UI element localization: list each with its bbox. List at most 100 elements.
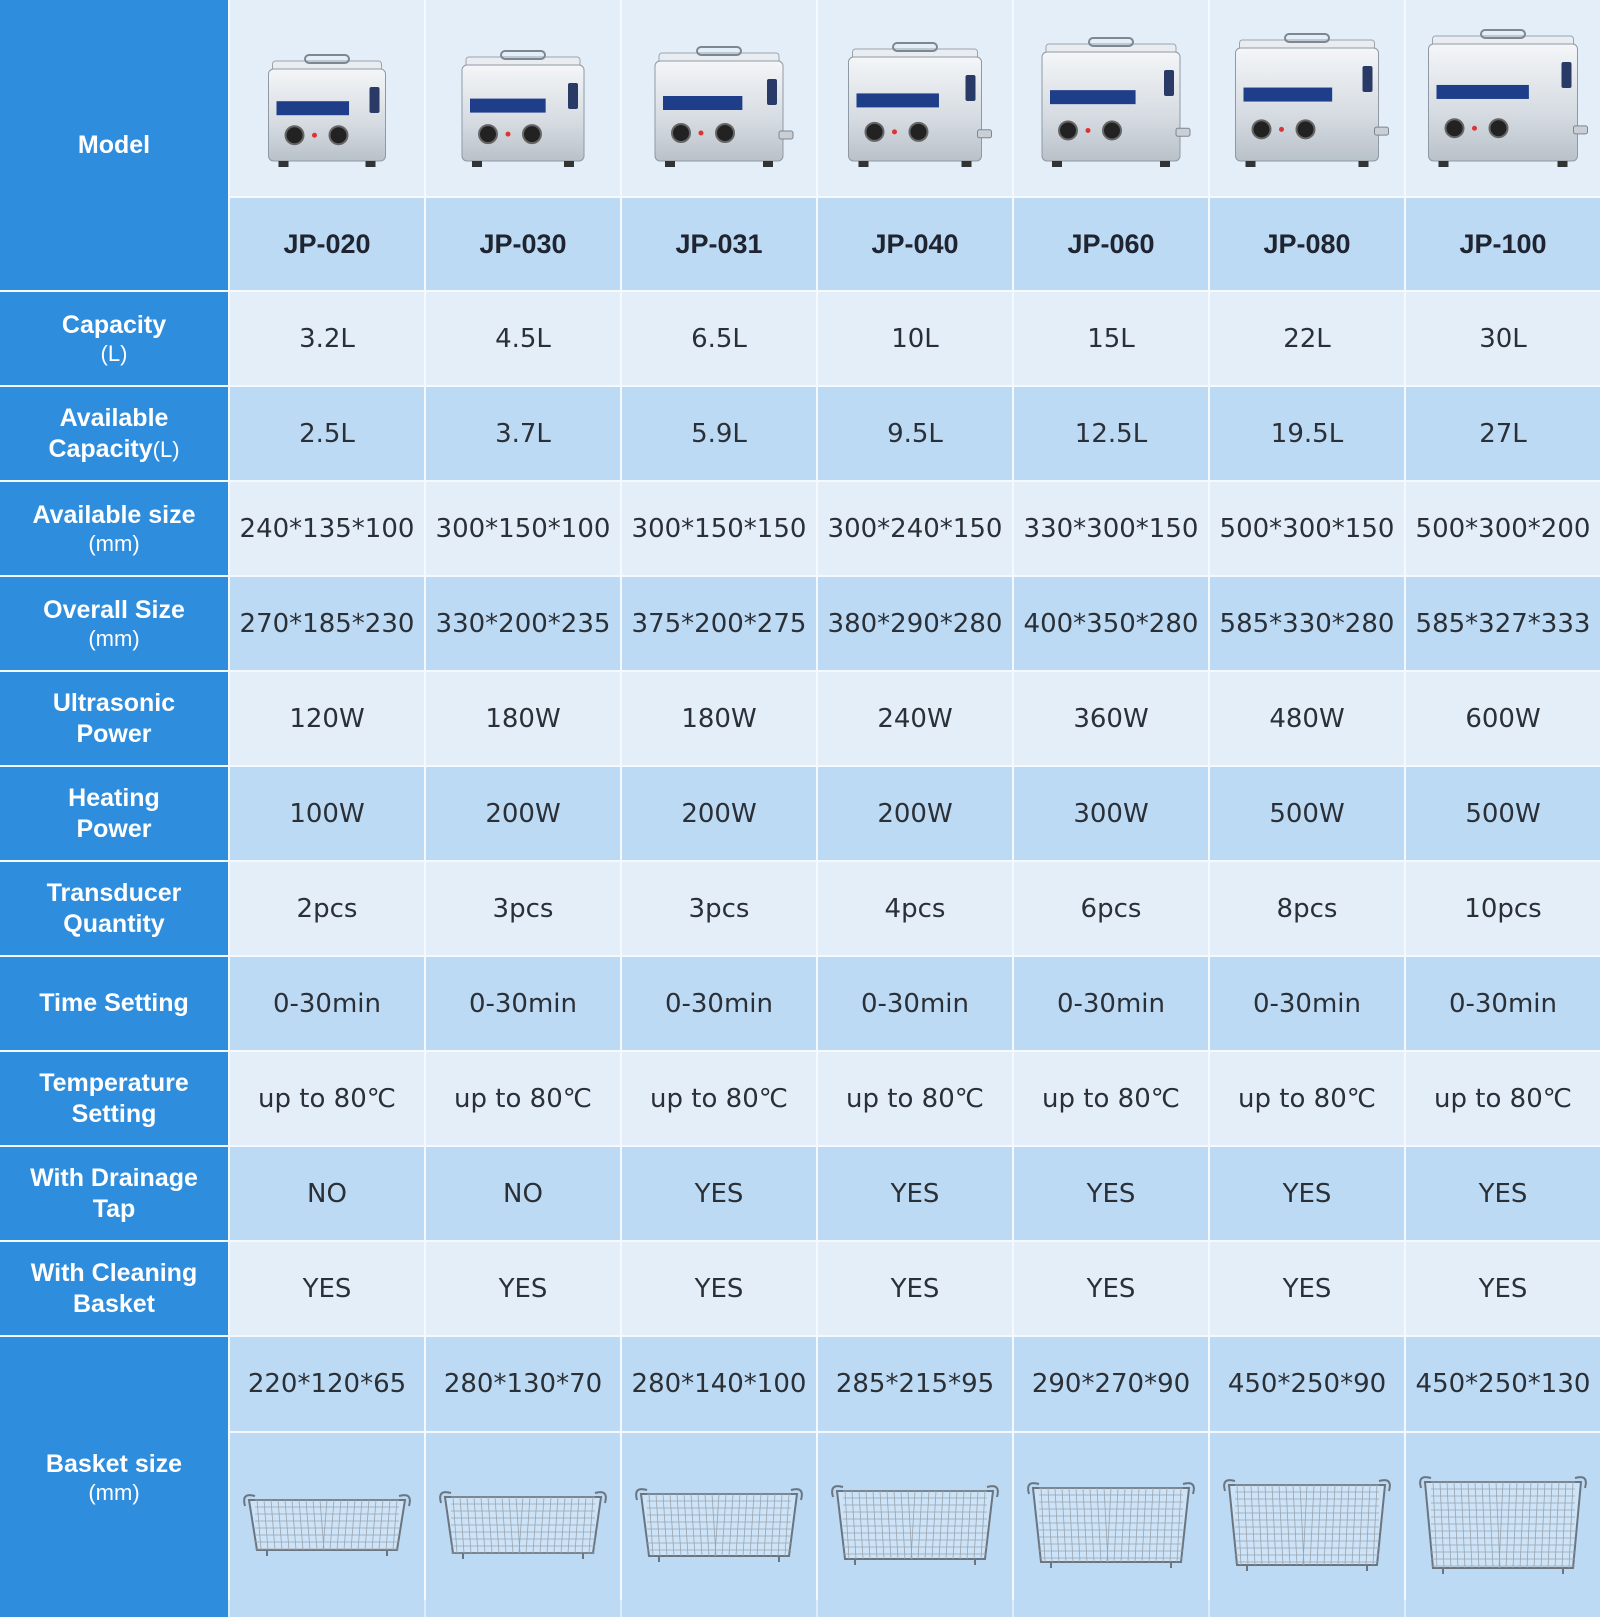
basket-image-cell: [1014, 1433, 1208, 1617]
label-unit: (mm): [88, 531, 140, 556]
label-unit: (mm): [88, 626, 140, 651]
basket-image-cell: [1210, 1433, 1404, 1617]
cell-basket-size: 450*250*90: [1210, 1337, 1404, 1431]
label-text: Overall Size: [43, 596, 185, 624]
cell-overall-size: 330*200*235: [426, 577, 620, 670]
cell-cleaning-basket: YES: [426, 1242, 620, 1335]
cell-available-capacity: 5.9L: [622, 387, 816, 480]
ultrasonic-cleaner-image: [1235, 33, 1389, 167]
product-image-cell: [622, 0, 816, 196]
cell-transducer-quantity: 10pcs: [1406, 862, 1600, 955]
cell-transducer-quantity: 3pcs: [622, 862, 816, 955]
cell-available-size: 300*240*150: [818, 482, 1012, 575]
label-text: With Cleaning: [30, 1258, 198, 1287]
row-label-basket-size: Basket size (mm): [0, 1337, 228, 1617]
cell-transducer-quantity: 3pcs: [426, 862, 620, 955]
ultrasonic-cleaner-image: [268, 54, 386, 167]
cell-heating-power: 200W: [426, 767, 620, 860]
cell-available-capacity: 12.5L: [1014, 387, 1208, 480]
label-text: With Drainage: [30, 1163, 198, 1192]
cell-time-setting: 0-30min: [1014, 957, 1208, 1050]
label-text: Capacity: [61, 311, 167, 339]
product-image-cell: [230, 0, 424, 196]
cell-temperature-setting: up to 80℃: [622, 1052, 816, 1145]
cell-heating-power: 300W: [1014, 767, 1208, 860]
product-image-cell: [426, 0, 620, 196]
cell-capacity: 30L: [1406, 292, 1600, 385]
row-label-cleaning-basket: With Cleaning Basket: [0, 1242, 228, 1335]
model-name: JP-020: [230, 198, 424, 290]
row-label-overall-size: Overall Size (mm): [0, 577, 228, 670]
cell-capacity: 4.5L: [426, 292, 620, 385]
model-name: JP-060: [1014, 198, 1208, 290]
row-label-ultrasonic-power: Ultrasonic Power: [0, 672, 228, 765]
cell-overall-size: 585*327*333: [1406, 577, 1600, 670]
cell-ultrasonic-power: 600W: [1406, 672, 1600, 765]
cell-drainage-tap: NO: [230, 1147, 424, 1240]
cell-time-setting: 0-30min: [426, 957, 620, 1050]
cell-ultrasonic-power: 480W: [1210, 672, 1404, 765]
wire-basket-image: [1223, 1479, 1391, 1571]
row-label-temperature-setting: Temperature Setting: [0, 1052, 228, 1145]
cell-drainage-tap: YES: [818, 1147, 1012, 1240]
cell-temperature-setting: up to 80℃: [1406, 1052, 1600, 1145]
label-text: Tap: [92, 1194, 136, 1223]
label-text: Power: [76, 719, 152, 748]
cell-available-size: 330*300*150: [1014, 482, 1208, 575]
wire-basket-image: [831, 1485, 999, 1565]
label-text: Heating: [68, 783, 160, 812]
ultrasonic-cleaner-image: [461, 50, 585, 167]
cell-overall-size: 380*290*280: [818, 577, 1012, 670]
cell-heating-power: 100W: [230, 767, 424, 860]
cell-available-capacity: 27L: [1406, 387, 1600, 480]
row-label-drainage-tap: With Drainage Tap: [0, 1147, 228, 1240]
cell-temperature-setting: up to 80℃: [818, 1052, 1012, 1145]
cell-transducer-quantity: 4pcs: [818, 862, 1012, 955]
basket-image-cell: [818, 1433, 1012, 1617]
cell-cleaning-basket: YES: [1210, 1242, 1404, 1335]
cell-transducer-quantity: 8pcs: [1210, 862, 1404, 955]
cell-drainage-tap: YES: [622, 1147, 816, 1240]
label-text: Available size: [32, 501, 196, 529]
cell-basket-size: 280*140*100: [622, 1337, 816, 1431]
cell-overall-size: 400*350*280: [1014, 577, 1208, 670]
wire-basket-image: [243, 1494, 411, 1556]
cell-capacity: 15L: [1014, 292, 1208, 385]
cell-cleaning-basket: YES: [1406, 1242, 1600, 1335]
cell-heating-power: 500W: [1406, 767, 1600, 860]
model-name: JP-031: [622, 198, 816, 290]
row-label-available-size: Available size (mm): [0, 482, 228, 575]
label-text: Quantity: [63, 909, 165, 938]
row-label-capacity: Capacity (L): [0, 292, 228, 385]
row-label-time-setting: Time Setting: [0, 957, 228, 1050]
cell-transducer-quantity: 6pcs: [1014, 862, 1208, 955]
cell-capacity: 6.5L: [622, 292, 816, 385]
cell-temperature-setting: up to 80℃: [1210, 1052, 1404, 1145]
cell-available-size: 500*300*200: [1406, 482, 1600, 575]
basket-image-cell: [622, 1433, 816, 1617]
cell-basket-size: 280*130*70: [426, 1337, 620, 1431]
cell-drainage-tap: YES: [1014, 1147, 1208, 1240]
cell-drainage-tap: YES: [1210, 1147, 1404, 1240]
cell-time-setting: 0-30min: [818, 957, 1012, 1050]
cell-ultrasonic-power: 120W: [230, 672, 424, 765]
label-unit: (L): [100, 341, 128, 366]
cell-capacity: 22L: [1210, 292, 1404, 385]
product-image-cell: [1406, 0, 1600, 196]
cell-capacity: 10L: [818, 292, 1012, 385]
label-text: Capacity: [48, 434, 153, 463]
row-label-heating-power: Heating Power: [0, 767, 228, 860]
label-text: Ultrasonic: [52, 688, 176, 717]
product-image-cell: [1210, 0, 1404, 196]
label-text: Basket size: [45, 1449, 183, 1478]
ultrasonic-cleaner-image: [654, 46, 794, 167]
cell-time-setting: 0-30min: [230, 957, 424, 1050]
model-name: JP-040: [818, 198, 1012, 290]
ultrasonic-cleaner-image: [1428, 29, 1588, 167]
label-text: Power: [76, 814, 152, 843]
cell-basket-size: 290*270*90: [1014, 1337, 1208, 1431]
cell-basket-size: 450*250*130: [1406, 1337, 1600, 1431]
row-label-available-capacity: Available Capacity(L): [0, 387, 228, 480]
cell-drainage-tap: NO: [426, 1147, 620, 1240]
